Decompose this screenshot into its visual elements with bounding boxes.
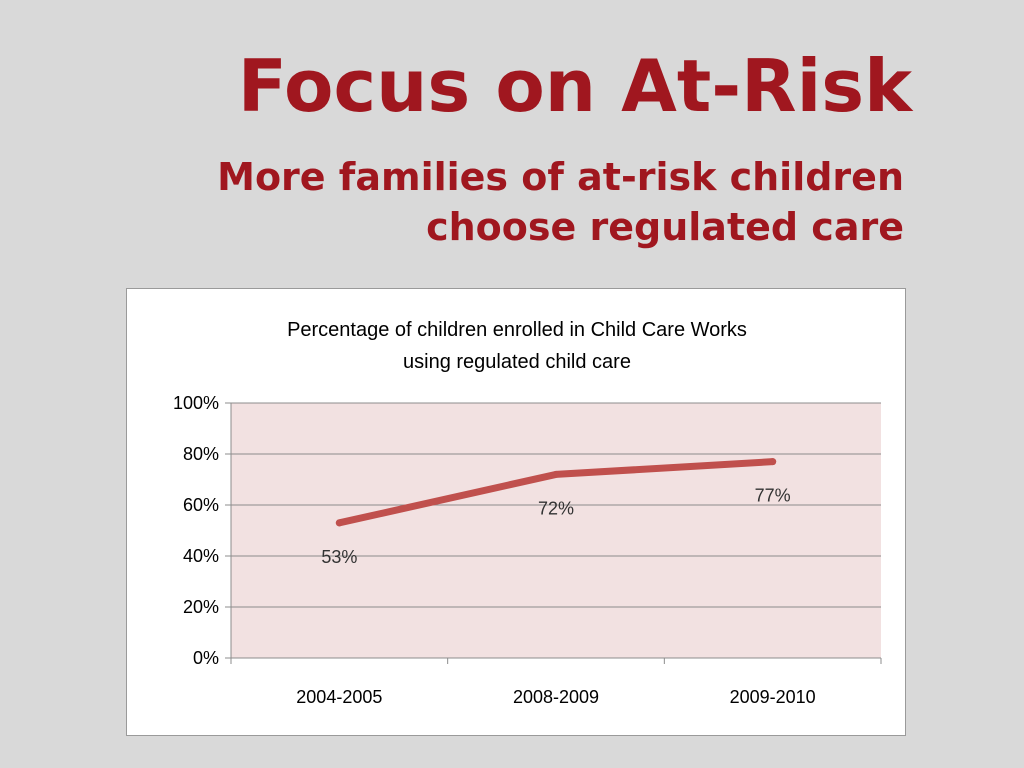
chart-title-line-1: Percentage of children enrolled in Child… [287, 319, 747, 341]
x-tick-label: 2008-2009 [513, 687, 599, 707]
data-label: 72% [538, 498, 574, 518]
data-label: 53% [321, 547, 357, 567]
y-tick-label: 80% [183, 444, 219, 464]
data-point [552, 470, 560, 478]
data-point [335, 519, 343, 527]
chart-title-line-2: using regulated child care [403, 351, 631, 373]
y-tick-label: 100% [173, 393, 219, 413]
x-tick-label: 2004-2005 [296, 687, 382, 707]
slide-subtitle: More families of at-risk children choose… [84, 152, 904, 252]
plot-area [231, 403, 881, 658]
data-labels: 53% 72% 77% [321, 486, 790, 567]
subtitle-line-2: choose regulated care [426, 205, 904, 249]
line-chart: 0% 20% 40% 60% 80% 100% 2004-2005 2008-2009 2009… [173, 393, 882, 707]
chart-container: Percentage of children enrolled in Child… [126, 288, 906, 736]
series [335, 458, 777, 527]
x-tick-label: 2009-2010 [730, 687, 816, 707]
axes: 0% 20% 40% 60% 80% 100% 2004-2005 2008-2009 2009… [173, 393, 882, 707]
y-tick-label: 0% [193, 648, 219, 668]
slide-title: Focus on At-Risk [237, 44, 912, 128]
chart-title: Percentage of children enrolled in Child… [167, 314, 867, 378]
y-tick-label: 60% [183, 495, 219, 515]
data-point [769, 458, 777, 466]
subtitle-line-1: More families of at-risk children [217, 155, 904, 199]
y-tick-label: 20% [183, 597, 219, 617]
data-label: 77% [755, 486, 791, 506]
y-tick-label: 40% [183, 546, 219, 566]
